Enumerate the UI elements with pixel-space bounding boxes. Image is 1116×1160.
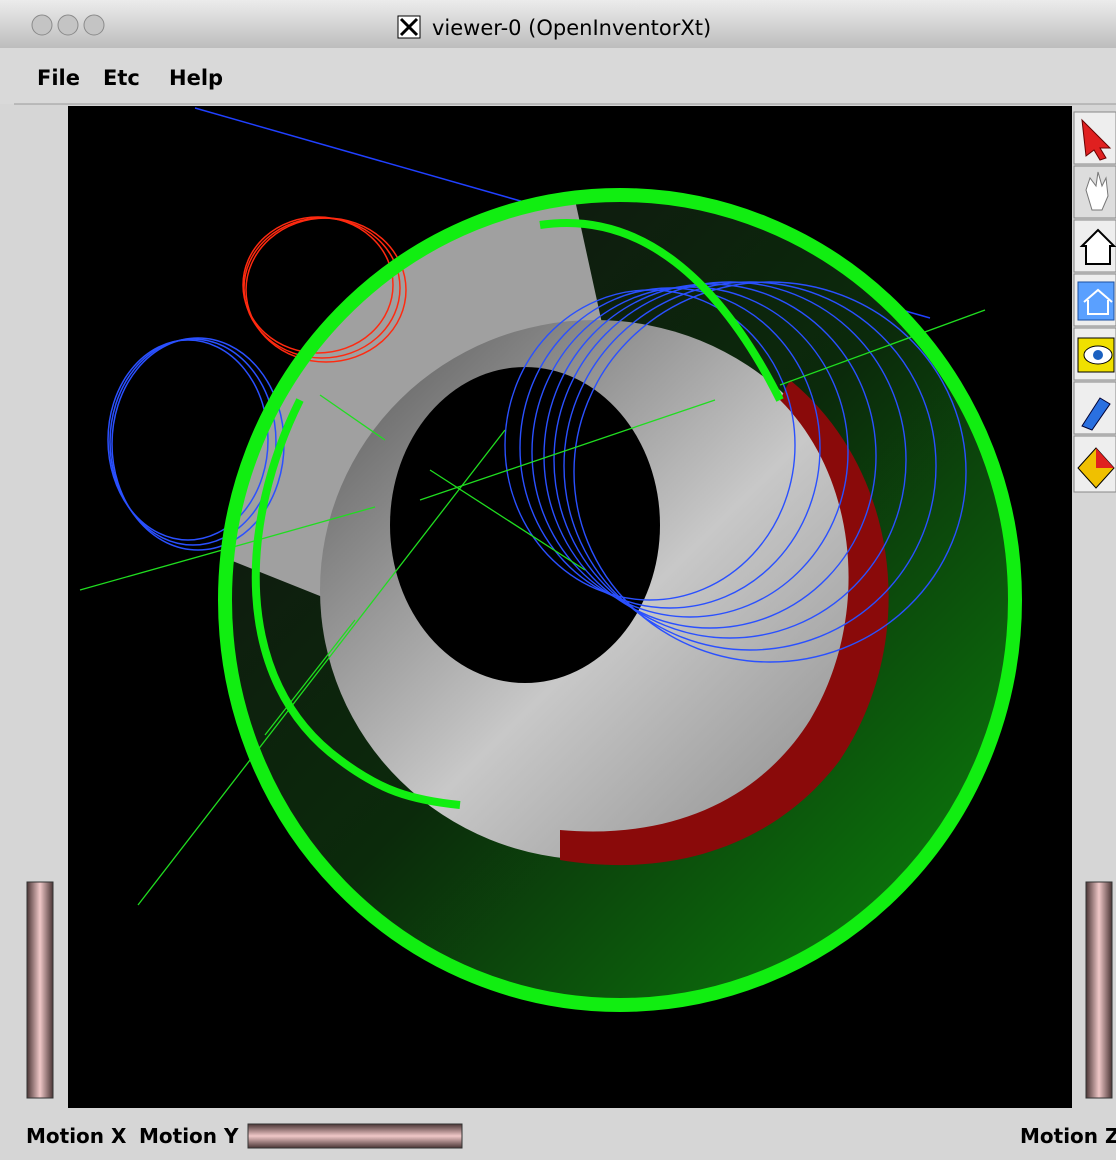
green-inner-ring	[251, 398, 461, 809]
green-inner-ring	[539, 219, 784, 402]
menu-item[interactable]: File	[37, 66, 80, 90]
x-icon	[397, 15, 421, 39]
window-title: viewer-0 (OpenInventorXt)	[432, 16, 711, 40]
rotx-wheel[interactable]	[26, 881, 54, 1099]
motion-x-label: Motion X	[26, 1124, 127, 1148]
menu-bar	[0, 48, 1116, 104]
roty-wheel[interactable]	[247, 1123, 463, 1149]
close-button[interactable]	[31, 14, 53, 36]
menu-item[interactable]: Etc	[103, 66, 140, 90]
green-outer-ring	[218, 188, 1022, 1012]
toolbar	[1073, 111, 1116, 493]
motion-y-label: Motion Y	[139, 1124, 239, 1148]
minimize-button[interactable]	[57, 14, 79, 36]
menu-item[interactable]: Help	[169, 66, 223, 90]
scene	[79, 107, 1022, 1012]
motion-z-label: Motion Z	[1020, 1124, 1116, 1148]
red-loop	[242, 216, 407, 363]
helix	[504, 281, 967, 663]
zoom-button[interactable]	[83, 14, 105, 36]
dolly-wheel[interactable]	[1085, 881, 1113, 1099]
title-bar	[0, 0, 1116, 48]
green-lines	[79, 309, 986, 906]
red-rim	[560, 380, 889, 866]
blue-loop	[107, 337, 285, 551]
